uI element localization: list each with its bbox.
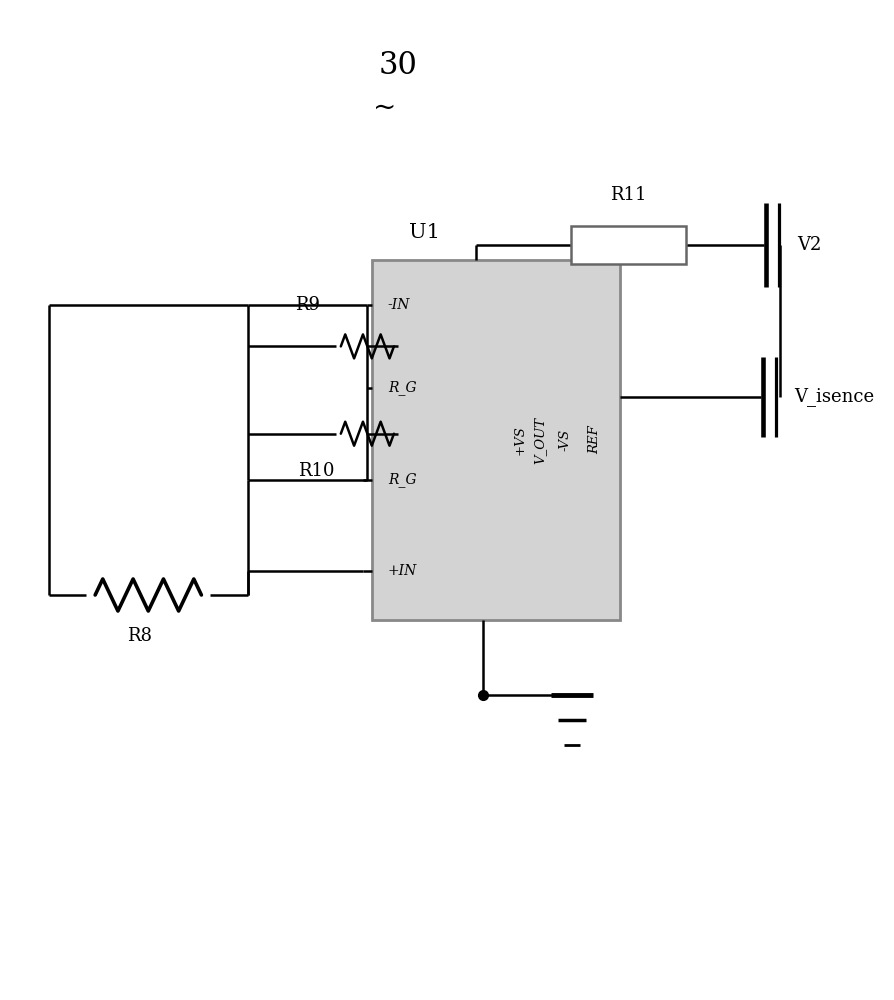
Text: R10: R10 bbox=[299, 462, 334, 480]
Bar bbox=[372, 260, 620, 620]
Text: ~: ~ bbox=[374, 95, 397, 122]
Text: R_G: R_G bbox=[388, 472, 417, 487]
Text: R_G: R_G bbox=[388, 380, 417, 395]
Text: R9: R9 bbox=[295, 296, 320, 314]
Text: V_OUT: V_OUT bbox=[534, 416, 547, 464]
Text: REF: REF bbox=[588, 426, 602, 454]
Text: U1: U1 bbox=[409, 223, 441, 242]
Text: V2: V2 bbox=[797, 236, 821, 254]
Text: V_isence: V_isence bbox=[794, 387, 874, 406]
Text: -VS: -VS bbox=[559, 429, 571, 451]
Bar bbox=[571, 226, 686, 264]
Text: 30: 30 bbox=[379, 49, 417, 81]
Text: -IN: -IN bbox=[388, 298, 410, 312]
Text: R8: R8 bbox=[127, 627, 152, 645]
Text: +IN: +IN bbox=[388, 564, 417, 578]
Text: +VS: +VS bbox=[514, 425, 527, 455]
Text: R11: R11 bbox=[611, 186, 646, 204]
